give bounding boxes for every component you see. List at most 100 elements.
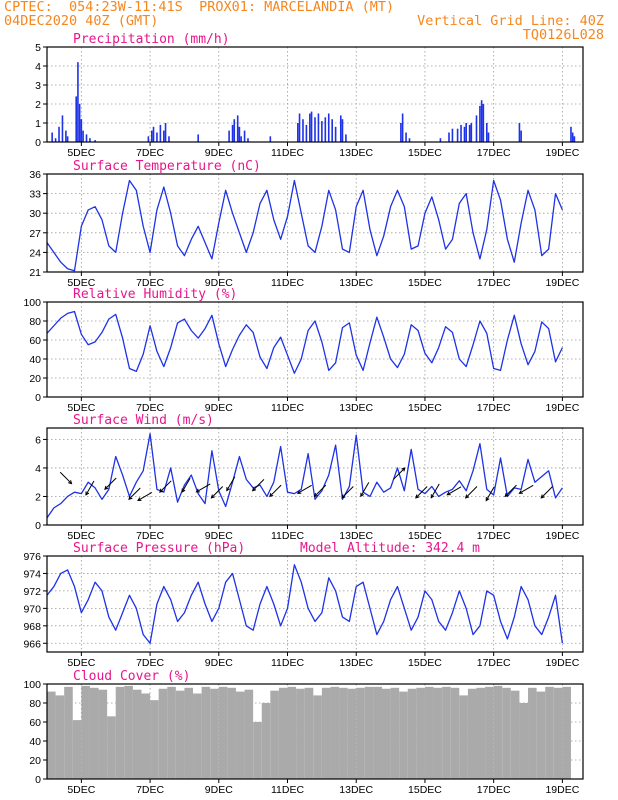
wind-xtick-label: 9DEC [205,530,233,542]
humidity-xtick-label: 17DEC [477,402,511,414]
wind-arrow [104,477,117,490]
precip-bar [243,130,246,142]
cloud-bar [167,686,176,779]
cloud-xtick-label: 5DEC [67,784,95,796]
precip-bar [168,136,170,142]
precip-bar [51,132,53,142]
wind-arrow [341,486,354,499]
humidity-title: Relative Humidity (%) [73,287,237,302]
precip-bar [314,117,316,142]
precip-bar [460,124,462,142]
wind-arrow-head [210,494,215,499]
cloud-ytick-label: 0 [35,774,41,786]
precip-bar [269,136,272,142]
cloud-bar [545,686,554,779]
cloud-bar [296,688,305,779]
cloud-bar [141,693,151,779]
cloud-bar [244,689,254,779]
pressure-annotation: Model Altitude: 342.4 m [300,541,480,556]
precipitation-xtick-label: 15DEC [408,147,442,159]
cloud-bar [150,700,159,779]
cloud-bar [227,687,236,779]
cloud-bar [107,716,116,779]
cloud-bar [502,687,511,779]
cloud-bar [175,690,185,779]
wind-arrow [393,467,406,480]
precip-bar [401,113,404,142]
humidity-ytick-label: 80 [29,316,41,328]
humidity-ytick-label: 60 [29,335,41,347]
precip-bar [405,132,407,142]
wind-arrow [485,486,495,501]
precip-bar [231,124,234,142]
wind-frame [46,427,584,526]
precip-bar [408,138,411,142]
wind-arrow-head [85,491,90,496]
cloud-bar [193,693,202,779]
wind-arrow-head [68,480,73,485]
precip-bar [317,113,320,142]
precipitation-ytick-label: 2 [35,99,41,111]
pressure-xtick-label: 7DEC [136,657,164,669]
pressure-xtick-label: 13DEC [339,657,373,669]
cloud-frame [46,683,584,780]
humidity-ytick-label: 0 [35,392,41,404]
precip-bar [147,136,150,142]
wind-arrow [181,477,191,493]
precip-bar [156,132,158,142]
precip-bar [339,115,342,142]
precip-bar [150,130,153,142]
temperature-line [46,179,563,272]
wind-arrow [360,482,370,497]
precip-bar [309,113,311,142]
cloud-bar [55,695,65,779]
cloud-bar [201,686,211,779]
precip-bar [341,119,344,142]
humidity-xtick-label: 19DEC [545,402,579,414]
precipitation-title: Precipitation (mm/h) [73,32,230,47]
cloud-bar [356,687,365,779]
temperature-xtick-label: 15DEC [408,277,442,289]
cloud-bar [72,720,82,779]
header-vertical-grid: Vertical Grid Line: 40Z [417,13,604,29]
cloud-bar [270,690,279,779]
precip-bar [448,132,450,142]
precip-bar [75,96,78,142]
cloud-bar [528,687,537,779]
precip-bar [240,136,242,142]
precip-bar [482,104,485,142]
precip-bar [94,140,96,142]
precip-bar [89,138,91,142]
temperature-xtick-label: 17DEC [477,277,511,289]
wind-arrow [226,476,236,491]
wind-arrow [85,480,95,496]
cloud-ytick-label: 60 [29,717,41,729]
pressure-ytick-label: 974 [23,568,41,580]
cloud-ytick-label: 20 [29,755,41,767]
precip-bar [152,126,155,142]
wind-xtick-label: 19DEC [545,530,579,542]
wind-xtick-label: 15DEC [408,530,442,542]
wind-arrow [137,492,153,501]
precip-bar [487,132,490,142]
precip-bar [571,132,574,142]
precip-bar [327,113,330,142]
cloud-bar [424,686,434,779]
wind-arrow-head [137,497,142,501]
cloud-xtick-label: 7DEC [136,784,164,796]
cloud-bar [459,695,468,779]
precip-bar [400,123,402,142]
cloud-bar [510,690,520,779]
temperature-xtick-label: 7DEC [136,277,164,289]
wind-ytick-label: 0 [35,520,41,532]
cloud-bar [210,688,219,779]
wind-xtick-label: 7DEC [136,530,164,542]
pressure-ytick-label: 968 [23,621,41,633]
cloud-bar [98,689,108,779]
precip-bar [465,123,467,142]
precip-bar [61,115,64,142]
wind-arrow [314,484,327,497]
precipitation-ytick-label: 4 [35,61,41,73]
humidity-frame [46,301,584,398]
precip-bar [80,119,83,142]
